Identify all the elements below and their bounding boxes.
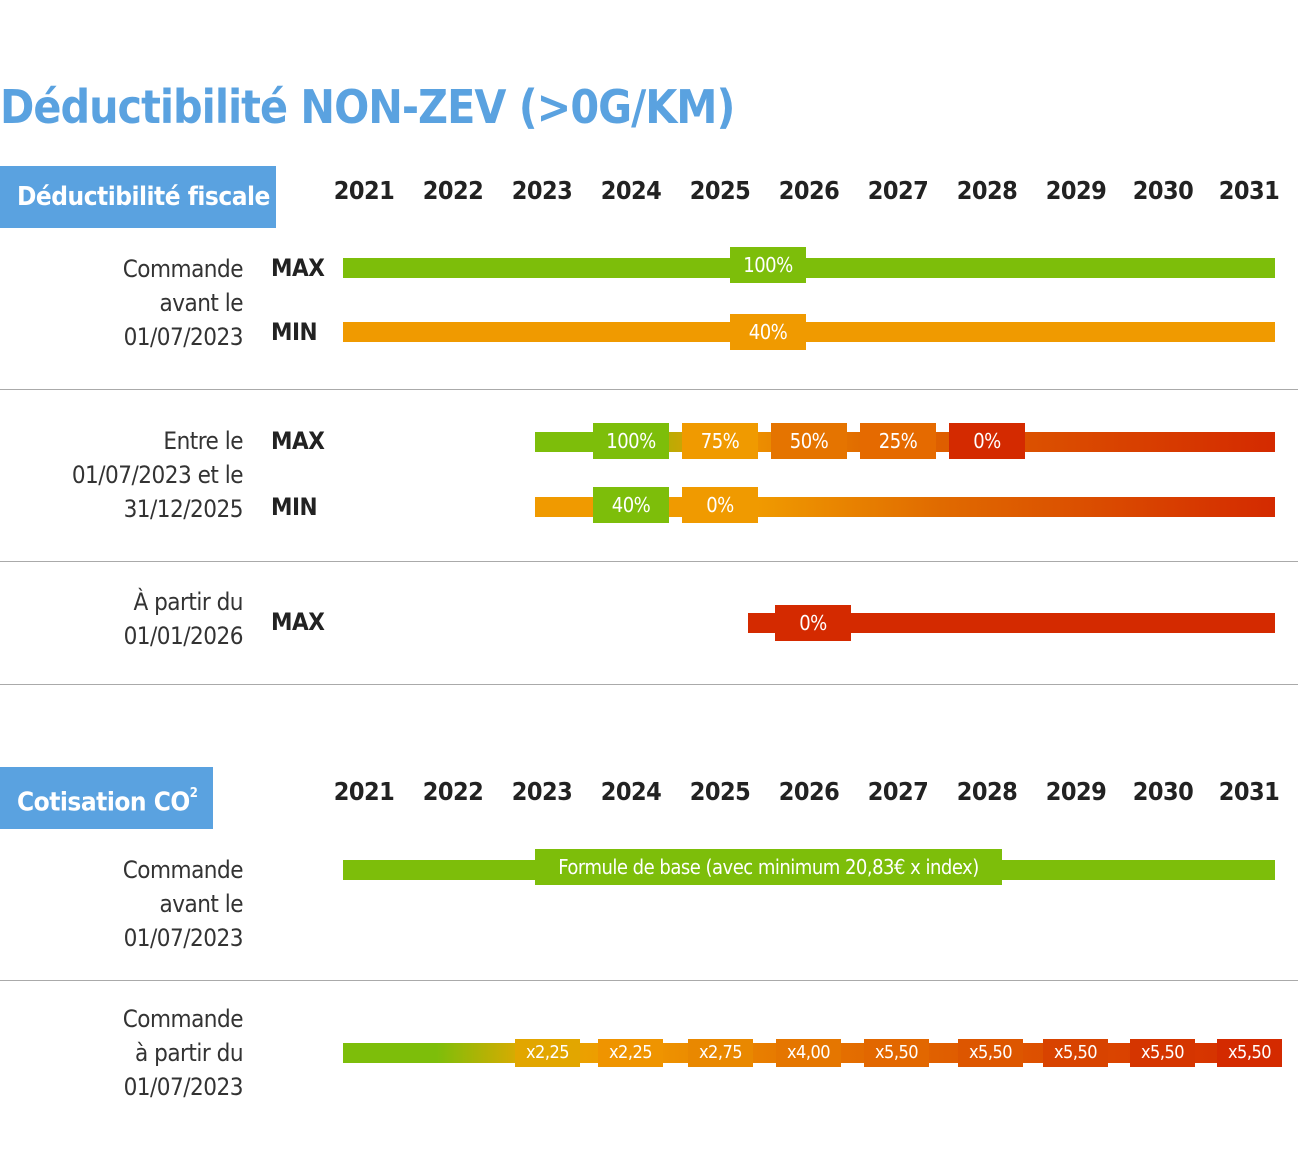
row-label-line: 01/07/2023 xyxy=(123,1073,244,1101)
section-header-deductibility: Déductibilité fiscale xyxy=(0,166,276,228)
year-label: 2021 xyxy=(333,176,395,205)
value-tag: x5,50 xyxy=(864,1039,929,1067)
year-label: 2028 xyxy=(956,777,1018,806)
row-label-line: Commande xyxy=(122,255,244,283)
year-label: 2022 xyxy=(422,777,484,806)
value-tag: x5,50 xyxy=(958,1039,1023,1067)
max-label: MAX xyxy=(271,254,325,282)
value-tag: 40% xyxy=(593,487,669,523)
value-tag: x2,25 xyxy=(515,1039,580,1067)
year-label: 2026 xyxy=(778,777,840,806)
row-label-line: À partir du xyxy=(133,588,243,616)
value-tag: 40% xyxy=(730,314,806,350)
row-label-line: Commande xyxy=(122,856,244,884)
year-label: 2025 xyxy=(689,176,751,205)
section-header-superscript: 2 xyxy=(189,786,198,801)
row-label-line: 01/07/2023 xyxy=(123,924,244,952)
row-label-co2-before: Commande avant le 01/07/2023 xyxy=(122,853,244,955)
row-divider xyxy=(0,980,1298,981)
value-tag: x2,75 xyxy=(688,1039,753,1067)
value-tag: 25% xyxy=(860,423,936,459)
value-tag: 100% xyxy=(730,247,806,283)
row-divider xyxy=(0,389,1298,390)
year-label: 2023 xyxy=(511,176,573,205)
value-tag: 0% xyxy=(775,605,851,641)
max-label: MAX xyxy=(271,608,325,636)
year-label: 2024 xyxy=(600,176,662,205)
year-label: 2031 xyxy=(1218,777,1280,806)
row-label-line: 01/07/2023 xyxy=(123,323,244,351)
row-label-line: avant le xyxy=(159,890,243,918)
year-label: 2028 xyxy=(956,176,1018,205)
value-tag: x5,50 xyxy=(1217,1039,1282,1067)
year-label: 2021 xyxy=(333,777,395,806)
section-header-co2: Cotisation CO2 xyxy=(0,767,213,829)
year-label: 2024 xyxy=(600,777,662,806)
row-label-co2-from: Commande à partir du 01/07/2023 xyxy=(122,1002,244,1104)
row-label-line: à partir du xyxy=(135,1039,243,1067)
row-divider xyxy=(0,561,1298,562)
year-label: 2029 xyxy=(1045,176,1107,205)
min-label: MIN xyxy=(271,493,318,521)
timeline-bar-max xyxy=(343,258,1275,278)
value-tag: 0% xyxy=(949,423,1025,459)
value-tag: 75% xyxy=(682,423,758,459)
value-tag: x5,50 xyxy=(1130,1039,1195,1067)
row-label-line: 31/12/2025 xyxy=(123,495,244,523)
row-label-line: Commande xyxy=(122,1005,244,1033)
year-label: 2022 xyxy=(422,176,484,205)
year-label: 2026 xyxy=(778,176,840,205)
value-tag: Formule de base (avec minimum 20,83€ x i… xyxy=(535,849,1002,885)
value-tag: 50% xyxy=(771,423,847,459)
year-label: 2029 xyxy=(1045,777,1107,806)
row-label-line: 01/01/2026 xyxy=(123,622,244,650)
year-axis-deductibility: 2021 2022 2023 2024 2025 2026 2027 2028 2029 2030… xyxy=(0,176,1298,210)
row-label-order-from-2026: À partir du 01/01/2026 xyxy=(123,585,244,653)
min-label: MIN xyxy=(271,318,318,346)
page-title: Déductibilité NON-ZEV (>0G/KM) xyxy=(0,80,735,134)
year-label: 2031 xyxy=(1218,176,1280,205)
row-label-order-between: Entre le 01/07/2023 et le 31/12/2025 xyxy=(71,424,244,526)
value-tag: x4,00 xyxy=(776,1039,841,1067)
row-divider xyxy=(0,684,1298,685)
year-label: 2023 xyxy=(511,777,573,806)
year-label: 2027 xyxy=(867,176,929,205)
row-label-line: Entre le xyxy=(163,427,243,455)
value-tag: x5,50 xyxy=(1043,1039,1108,1067)
value-tag: x2,25 xyxy=(598,1039,663,1067)
row-label-order-before: Commande avant le 01/07/2023 xyxy=(122,252,244,354)
row-label-line: 01/07/2023 et le xyxy=(71,461,244,489)
year-label: 2025 xyxy=(689,777,751,806)
year-label: 2030 xyxy=(1132,176,1194,205)
value-tag: 100% xyxy=(593,423,669,459)
timeline-bar-max xyxy=(748,613,1275,633)
row-label-line: avant le xyxy=(159,289,243,317)
year-label: 2030 xyxy=(1132,777,1194,806)
section-header-text: Cotisation CO xyxy=(17,787,190,818)
timeline-bar-min xyxy=(343,322,1275,342)
max-label: MAX xyxy=(271,427,325,455)
year-label: 2027 xyxy=(867,777,929,806)
year-axis-co2: 2021 2022 2023 2024 2025 2026 2027 2028 2029 2030… xyxy=(0,777,1298,811)
value-tag: 0% xyxy=(682,487,758,523)
